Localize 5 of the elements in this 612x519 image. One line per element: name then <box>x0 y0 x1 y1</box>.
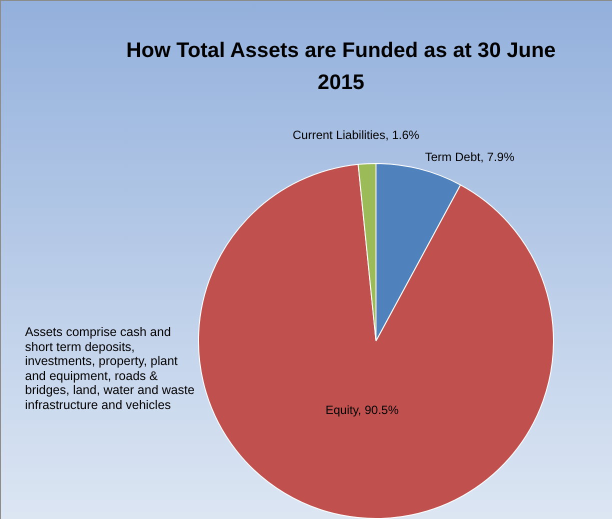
slice-label: Current Liabilities, 1.6% <box>292 128 420 142</box>
slice-label: Equity, 90.5% <box>325 402 399 417</box>
slice-label: Term Debt, 7.9% <box>425 150 515 164</box>
text: Assets comprise cash and short term deposits, investments, property, plant and equipment, roads & bridges, land, water and waste infrastructure and vehicles <box>25 325 195 412</box>
chart-title: How Total Assets are Funded as at 30 June 2015 <box>125 38 557 96</box>
